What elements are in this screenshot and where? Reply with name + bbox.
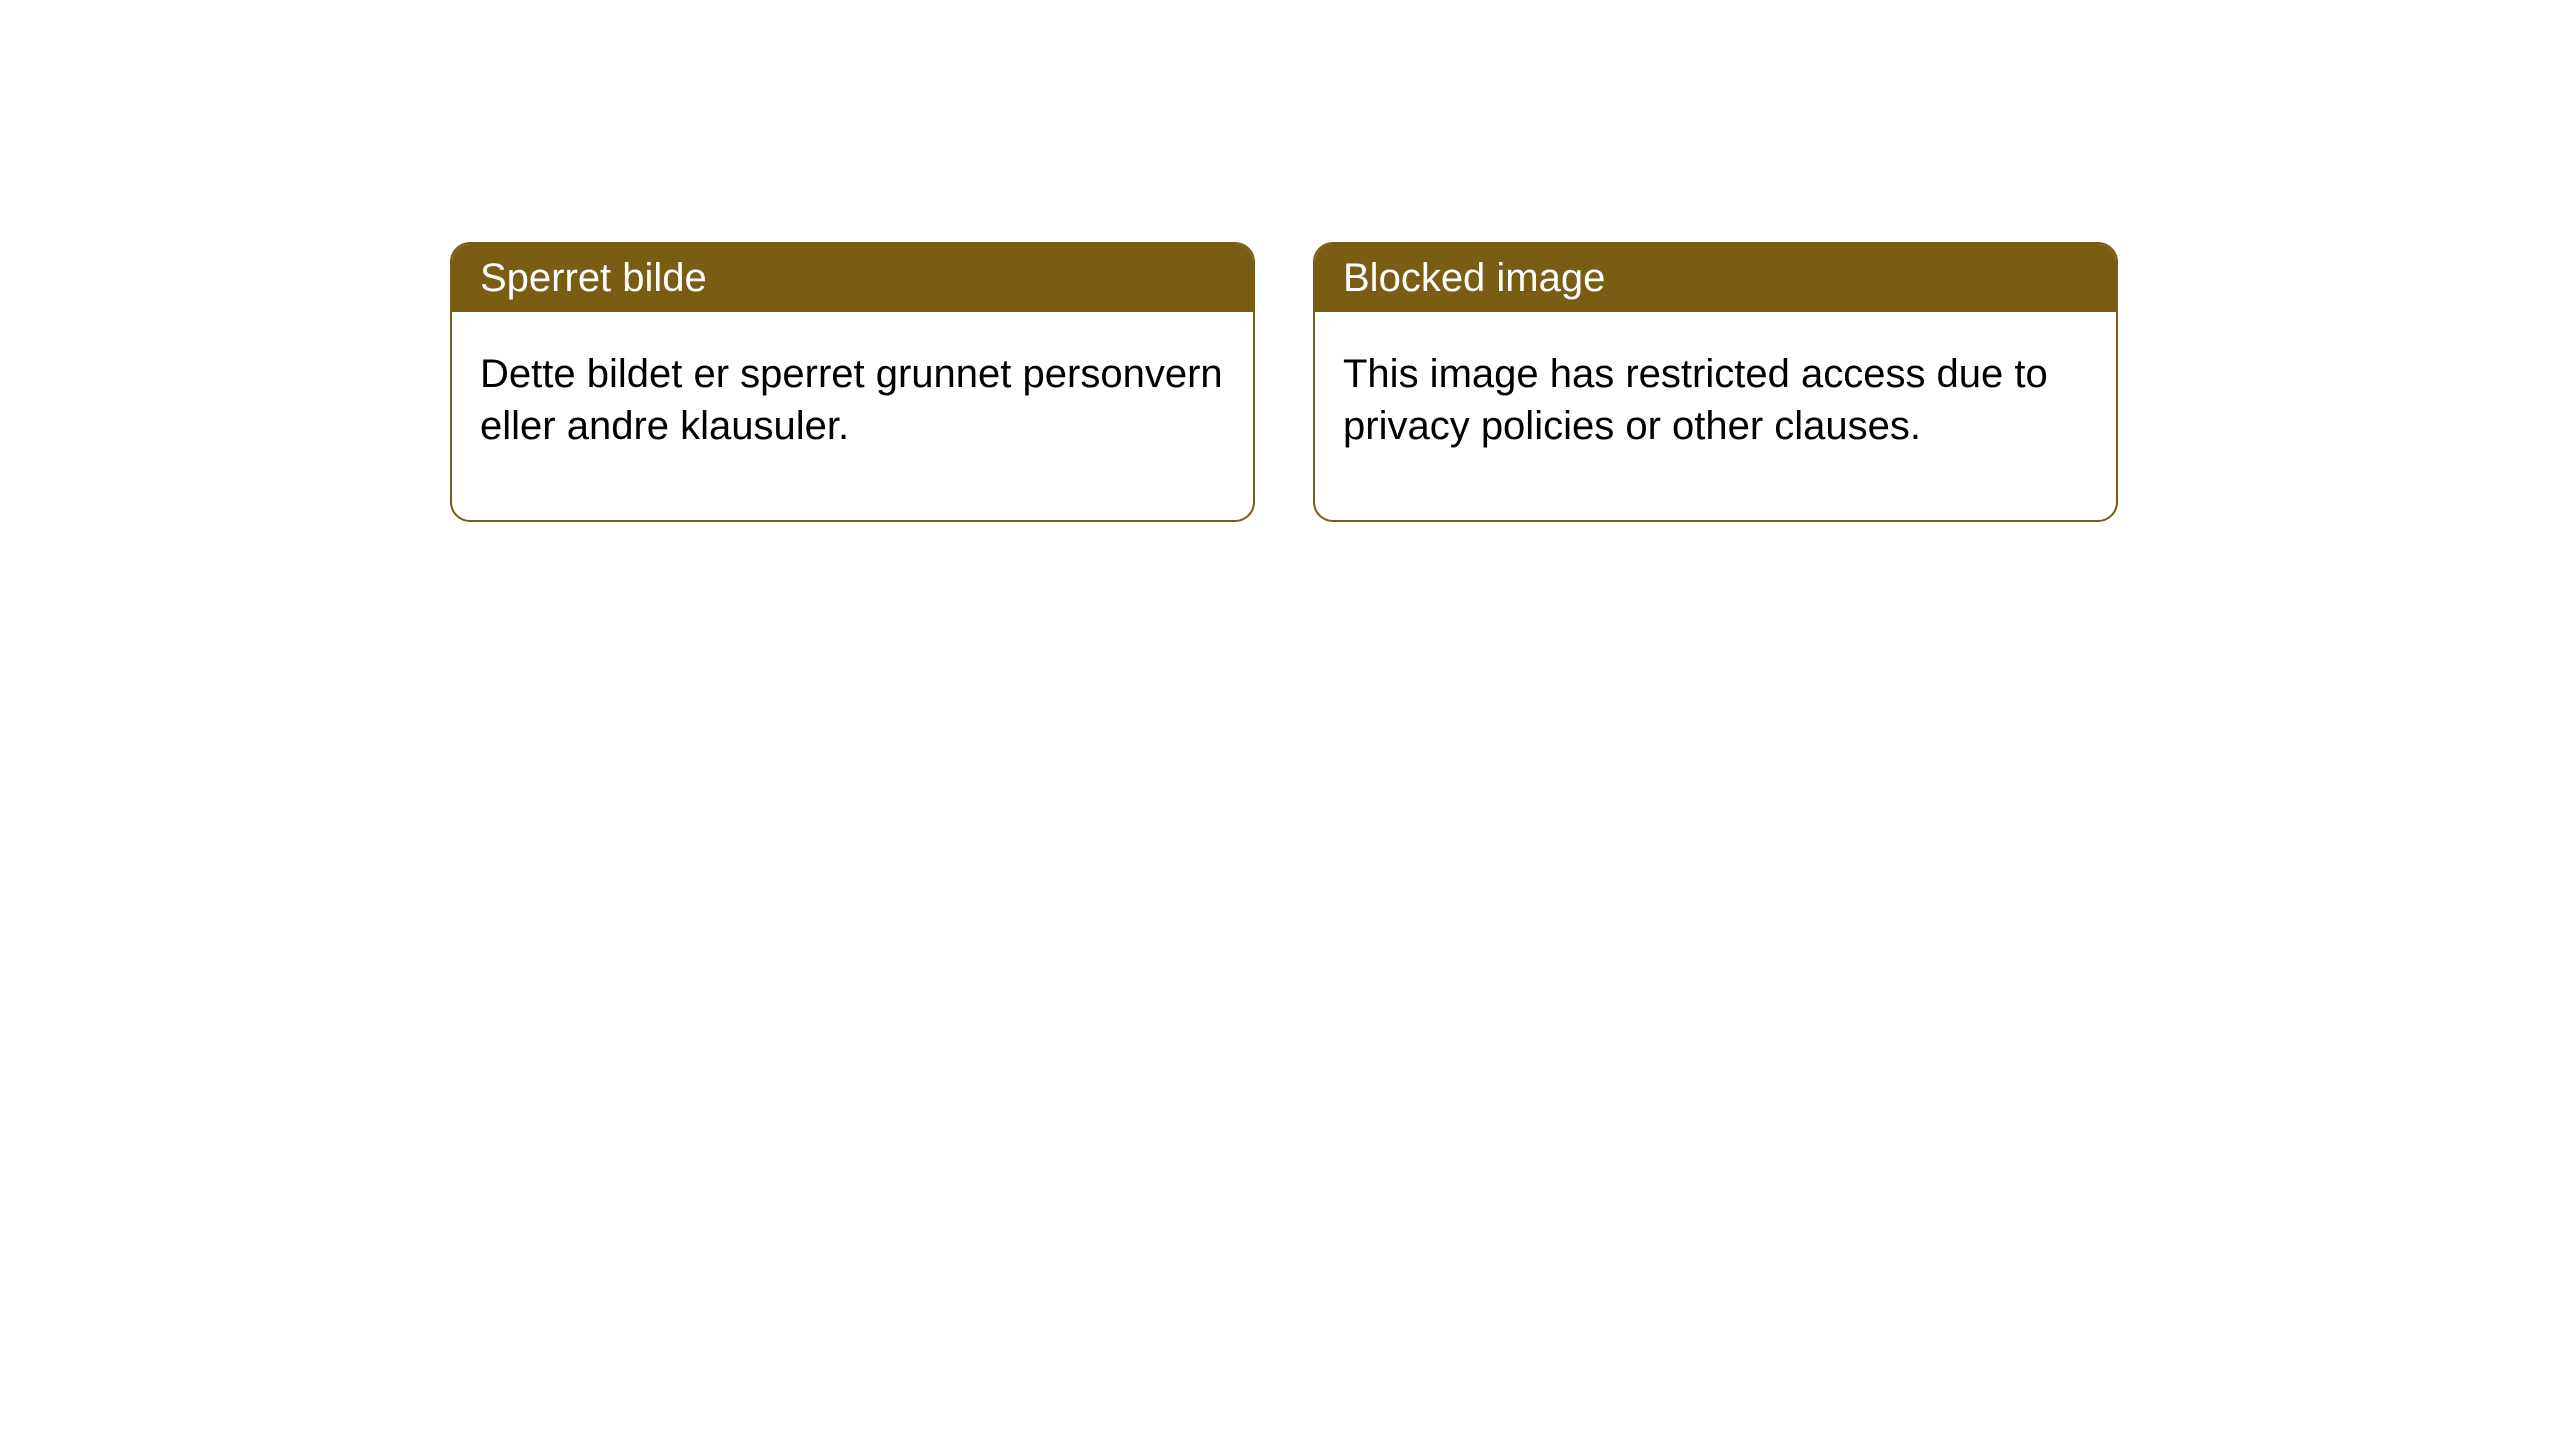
notice-cards-container: Sperret bilde Dette bildet er sperret gr… bbox=[0, 0, 2560, 522]
notice-card-title: Sperret bilde bbox=[452, 244, 1253, 312]
notice-card-english: Blocked image This image has restricted … bbox=[1313, 242, 2118, 522]
notice-card-body: This image has restricted access due to … bbox=[1315, 312, 2116, 520]
notice-card-body: Dette bildet er sperret grunnet personve… bbox=[452, 312, 1253, 520]
notice-card-title: Blocked image bbox=[1315, 244, 2116, 312]
notice-card-norwegian: Sperret bilde Dette bildet er sperret gr… bbox=[450, 242, 1255, 522]
